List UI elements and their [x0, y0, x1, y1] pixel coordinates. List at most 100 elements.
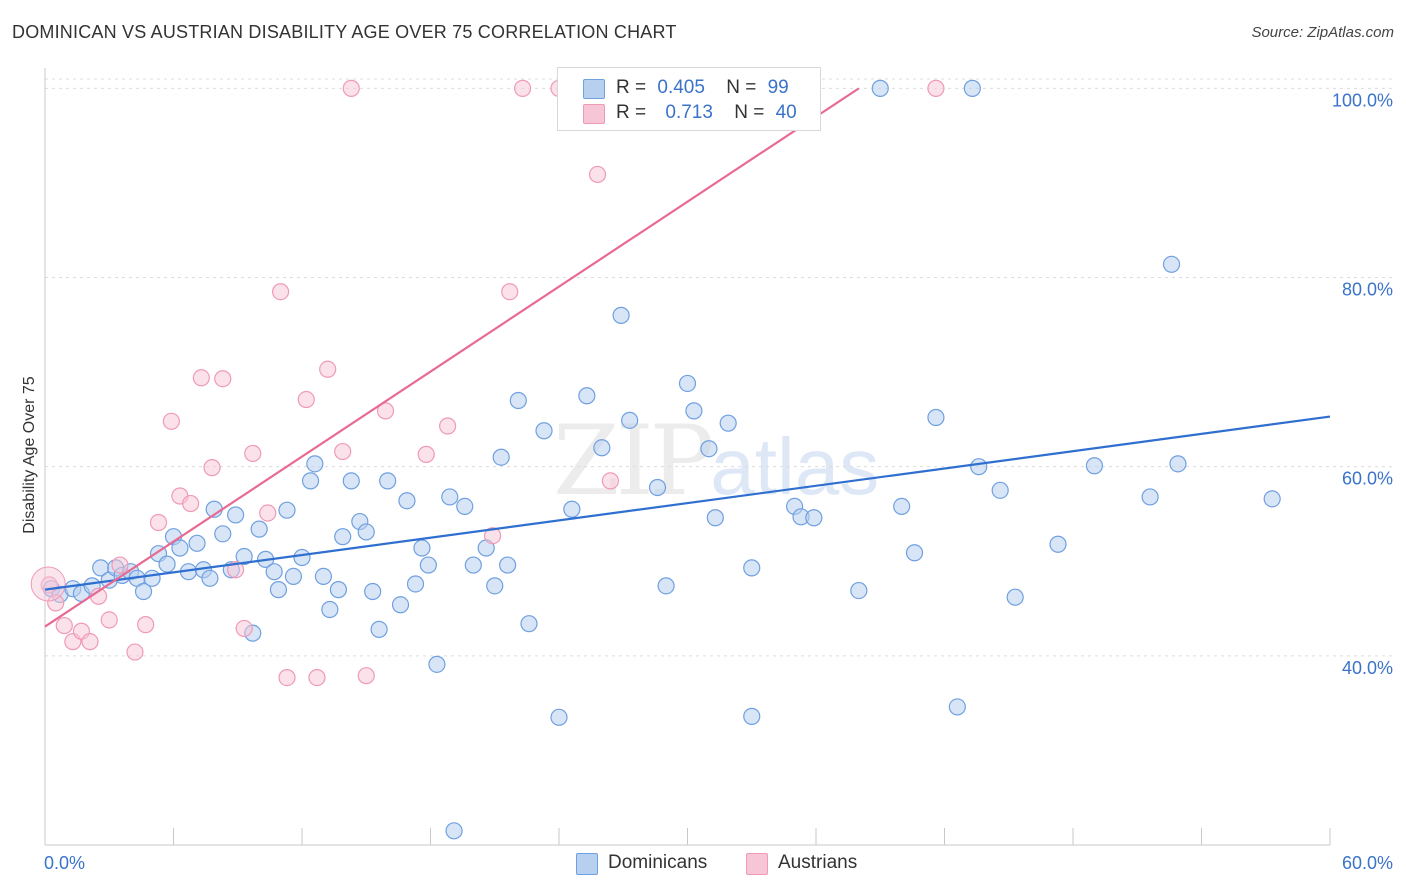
- austrians-point: [111, 556, 129, 574]
- legend-n-value: 99: [767, 77, 789, 98]
- legend-r-value: 0.405: [657, 77, 705, 98]
- legend-n-label: N =: [734, 102, 765, 123]
- y-tick-label: 100.0%: [1332, 90, 1393, 110]
- legend-n-label: N =: [726, 77, 757, 98]
- legend-swatch-dominicans: [583, 79, 605, 99]
- austrians-point: [927, 79, 945, 97]
- dominicans-point: [379, 472, 397, 490]
- dominicans-point: [284, 567, 303, 585]
- legend-n-value: 40: [775, 102, 797, 123]
- dominicans-point: [413, 539, 431, 557]
- austrians-point: [271, 283, 290, 301]
- dominicans-point: [871, 79, 889, 97]
- grid-lines: [45, 78, 1394, 657]
- dominicans-point: [391, 596, 410, 614]
- austrians-cluster-point: [30, 566, 66, 602]
- dominicans-point: [134, 582, 153, 601]
- dominicans-point: [428, 655, 446, 673]
- dominicans-point: [227, 506, 245, 524]
- dominicans-point: [278, 501, 296, 519]
- dominicans-point: [329, 581, 348, 599]
- dominicans-point: [214, 525, 232, 543]
- austrians-point: [357, 667, 375, 685]
- austrians-point: [376, 402, 395, 420]
- austrians-point: [334, 442, 352, 461]
- dominicans-point: [648, 478, 667, 497]
- dominicans-point: [445, 822, 463, 840]
- austrians-point: [601, 472, 620, 490]
- dominicans-point: [370, 620, 388, 638]
- austrians-point: [55, 616, 73, 635]
- dominicans-point: [464, 556, 482, 574]
- bottom-legend-swatch-austrians: [746, 853, 768, 875]
- dominicans-point: [293, 548, 311, 567]
- dominicans-point: [321, 600, 339, 619]
- dominicans-point: [306, 455, 324, 473]
- source-credit: Source: ZipAtlas.com: [1251, 24, 1394, 41]
- austrians-point: [439, 417, 457, 435]
- dominicans-point: [143, 569, 161, 587]
- dominicans-point: [612, 306, 630, 324]
- dominicans-point: [499, 556, 517, 574]
- bottom-legend-label-austrians: Austrians: [778, 852, 858, 873]
- dominicans-point: [706, 509, 724, 527]
- austrians-point: [47, 594, 65, 612]
- austrians-points: [30, 79, 945, 687]
- dominicans-point: [578, 387, 596, 405]
- austrians-point: [278, 668, 296, 687]
- dominicans-point: [743, 707, 761, 725]
- dominicans-point: [456, 497, 474, 516]
- dominicans-point: [678, 374, 697, 393]
- austrians-point: [342, 79, 360, 97]
- austrians-point: [484, 527, 502, 545]
- dominicans-point: [805, 509, 823, 527]
- y-tick-label: 80.0%: [1342, 280, 1393, 300]
- dominicans-point: [593, 439, 611, 457]
- dominicans-point: [486, 577, 504, 595]
- dominicans-point: [188, 534, 206, 552]
- austrians-point: [259, 504, 277, 522]
- legend-r-label: R =: [616, 77, 647, 98]
- dominicans-point: [201, 569, 219, 587]
- x-tick-label: 0.0%: [44, 853, 85, 873]
- dominicans-point: [441, 488, 459, 506]
- austrians-point: [588, 165, 607, 184]
- dominicans-point: [492, 448, 510, 466]
- austrians-point: [227, 561, 245, 579]
- dominicans-point: [1162, 255, 1181, 273]
- dominicans-point: [535, 422, 553, 440]
- austrians-trend-line: [44, 87, 860, 628]
- x-tick-label: 60.0%: [1342, 853, 1393, 873]
- dominicans-point: [1169, 455, 1187, 473]
- austrians-point: [308, 668, 326, 687]
- legend-r-label: R =: [616, 102, 647, 123]
- dominicans-point: [893, 497, 911, 516]
- dominicans-point: [743, 559, 761, 577]
- austrians-point: [192, 369, 210, 387]
- legend-r-value: 0.713: [665, 102, 713, 123]
- dominicans-point: [171, 539, 189, 557]
- austrians-point: [319, 360, 337, 378]
- austrians-point: [182, 494, 200, 513]
- legend-swatch-austrians: [583, 104, 605, 124]
- dominicans-point: [963, 79, 981, 97]
- dominicans-point: [406, 575, 425, 593]
- dominicans-point: [357, 523, 375, 541]
- dominicans-point: [991, 481, 1009, 499]
- austrians-point: [235, 619, 253, 638]
- dominicans-point: [905, 544, 924, 562]
- legend: R = 0.405 N = 99 R = 0.713 N = 40: [557, 67, 821, 131]
- dominicans-point: [948, 698, 966, 716]
- dominicans-trend-line: [44, 415, 1331, 591]
- dominicans-point: [158, 555, 176, 573]
- dominicans-point: [520, 615, 538, 633]
- dominicans-point: [334, 528, 352, 546]
- austrians-point: [214, 370, 232, 388]
- austrians-point: [162, 412, 180, 430]
- austrians-point: [100, 611, 118, 629]
- dominicans-point: [1263, 490, 1281, 508]
- dominicans-point: [1049, 535, 1067, 553]
- y-tick-label: 40.0%: [1342, 658, 1393, 678]
- austrians-point: [501, 283, 519, 301]
- dominicans-point: [657, 577, 675, 595]
